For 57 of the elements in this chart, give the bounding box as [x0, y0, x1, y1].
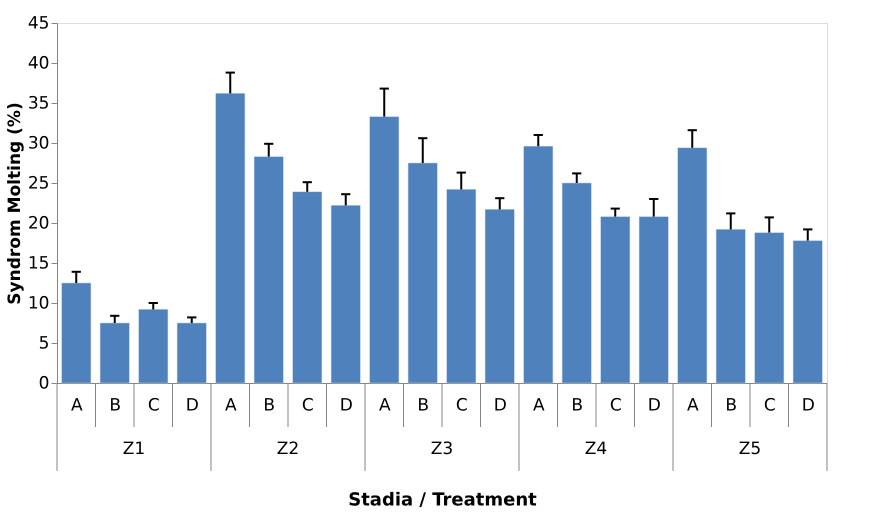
- bar: [254, 156, 284, 384]
- x-tick-label: C: [764, 396, 776, 416]
- text: Z5: [738, 439, 762, 459]
- bar: [408, 162, 438, 384]
- x-tick-label: A: [70, 396, 83, 416]
- bar: [600, 216, 630, 384]
- bar: [716, 229, 746, 384]
- x-tick-label: D: [186, 396, 199, 416]
- x-tick-label: A: [532, 396, 545, 416]
- bar: [215, 93, 246, 384]
- x-tick-label: A: [224, 396, 237, 416]
- x-tick-label: B: [263, 396, 276, 416]
- bar: [100, 322, 130, 384]
- bar: [176, 322, 207, 384]
- text: Z3: [430, 439, 454, 459]
- y-tick-label: 30: [28, 134, 50, 154]
- x-tick-label: C: [302, 396, 314, 416]
- bar: [330, 205, 361, 384]
- x-tick-label: B: [109, 396, 122, 416]
- x-tick-label: B: [725, 396, 738, 416]
- y-tick-label: 20: [28, 214, 50, 234]
- x-axis-title: Stadia / Treatment: [348, 490, 538, 510]
- x-tick-label: C: [148, 396, 160, 416]
- y-axis-title: Syndrom Molting (%): [4, 102, 25, 305]
- y-tick-label: 0: [38, 374, 50, 394]
- x-tick-label: C: [610, 396, 622, 416]
- bar: [61, 282, 92, 384]
- x-tick-label: C: [456, 396, 468, 416]
- text: Z1: [122, 439, 146, 459]
- x-tick-label: D: [802, 396, 815, 416]
- bar: [523, 146, 554, 384]
- x-tick-label: B: [417, 396, 430, 416]
- bar: [754, 232, 784, 384]
- x-tick-label: B: [571, 396, 584, 416]
- y-tick-label: 45: [28, 14, 50, 34]
- y-tick-label: 5: [38, 334, 50, 354]
- text: Z4: [584, 439, 608, 459]
- x-tick-label: D: [340, 396, 353, 416]
- text: Z2: [276, 439, 300, 459]
- y-tick-label: 15: [28, 254, 50, 274]
- x-tick-label: D: [648, 396, 661, 416]
- bar: [292, 192, 322, 384]
- bar: [484, 209, 515, 384]
- x-tick-label: A: [378, 396, 391, 416]
- bar: [138, 309, 168, 384]
- bar: [792, 240, 823, 384]
- y-tick-label: 40: [28, 54, 50, 74]
- x-tick-label: D: [494, 396, 507, 416]
- bar: [562, 182, 592, 384]
- bar: [446, 189, 476, 384]
- x-tick-label: A: [686, 396, 699, 416]
- y-tick-label: 10: [28, 294, 50, 314]
- bar: [369, 116, 400, 384]
- bar: [677, 148, 708, 384]
- bar: [638, 216, 669, 384]
- y-tick-label: 25: [28, 174, 50, 194]
- y-tick-label: 35: [28, 94, 50, 114]
